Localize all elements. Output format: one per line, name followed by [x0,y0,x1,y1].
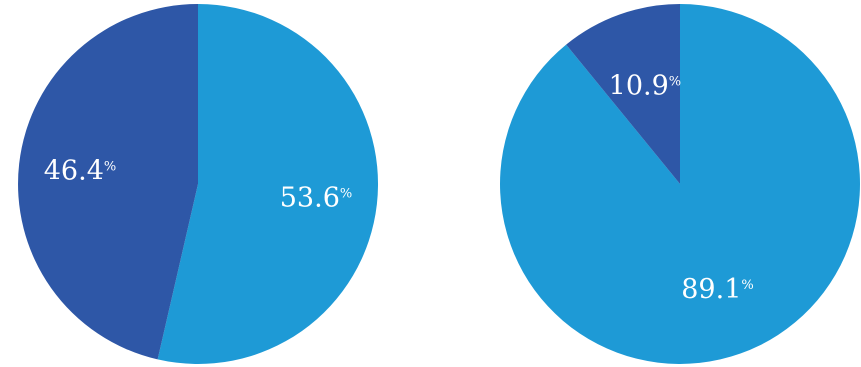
pie-chart-left: 53.6%46.4% [18,3,379,364]
slice-unit: % [104,160,116,175]
slice-data-label: 89.1% [681,274,753,305]
slice-unit: % [741,278,753,293]
pie-slice-89-1 [500,4,861,365]
slice-value: 53.6 [280,182,340,213]
slice-unit: % [340,186,352,201]
pie-chart-right: 89.1%10.9% [500,4,861,365]
slice-value: 89.1 [681,274,741,305]
pie-slice-53-6 [157,3,379,364]
pie-slice-46-4 [18,4,198,360]
slice-value: 10.9 [609,71,669,102]
slice-data-label: 46.4% [44,156,116,187]
slice-data-label: 10.9% [609,71,681,102]
pie-slice-10-9 [566,4,680,184]
slice-data-label: 53.6% [280,182,352,213]
slice-unit: % [669,75,681,90]
slice-value: 46.4 [44,156,104,187]
